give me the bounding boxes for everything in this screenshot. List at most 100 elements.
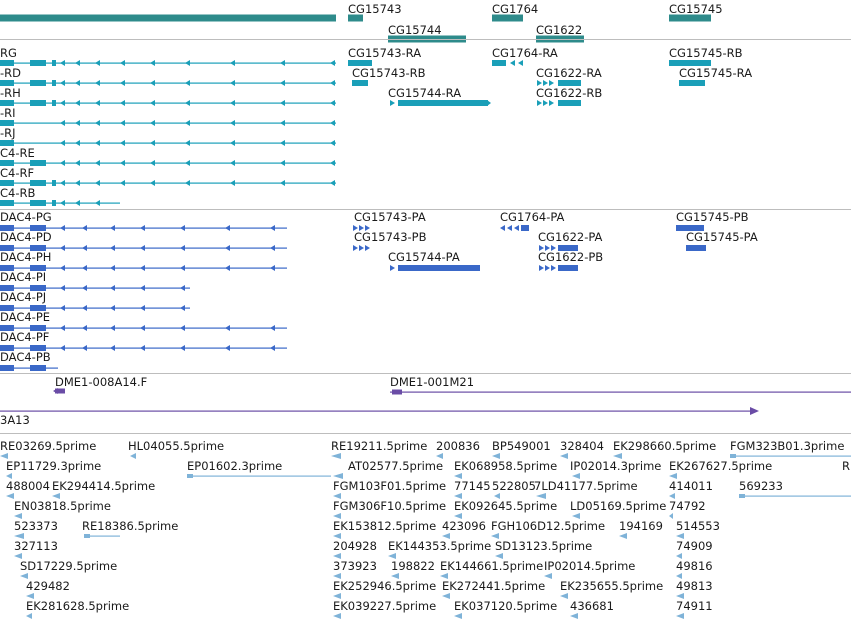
strand-arrow[interactable] bbox=[500, 225, 505, 231]
transcript-label[interactable]: C4-RB bbox=[0, 186, 36, 200]
clone-end-arrow[interactable] bbox=[750, 407, 759, 415]
strand-arrow[interactable] bbox=[185, 80, 190, 86]
protein-intron[interactable] bbox=[0, 367, 58, 369]
strand-arrow[interactable] bbox=[60, 325, 65, 331]
est-feature[interactable] bbox=[333, 553, 341, 559]
strand-arrow[interactable] bbox=[60, 80, 65, 86]
protein-exon[interactable] bbox=[0, 225, 14, 231]
transcript-exon[interactable] bbox=[0, 80, 14, 86]
strand-arrow[interactable] bbox=[150, 120, 155, 126]
strand-arrow[interactable] bbox=[390, 100, 395, 106]
strand-arrow[interactable] bbox=[140, 245, 145, 251]
strand-arrow[interactable] bbox=[330, 120, 335, 126]
est-feature[interactable] bbox=[494, 493, 500, 499]
protein-exon[interactable] bbox=[0, 265, 14, 271]
strand-arrow[interactable] bbox=[545, 245, 550, 251]
strand-arrow[interactable] bbox=[270, 265, 275, 271]
strand-arrow[interactable] bbox=[280, 60, 285, 66]
strand-arrow[interactable] bbox=[120, 140, 125, 146]
transcript-exon[interactable] bbox=[0, 100, 14, 106]
strand-arrow[interactable] bbox=[549, 100, 554, 106]
gene-label[interactable]: CG15744 bbox=[388, 23, 442, 37]
protein-label[interactable]: CG15745-PA bbox=[686, 230, 758, 244]
est-label[interactable]: 74909 bbox=[676, 539, 713, 553]
est-label[interactable]: 77145 bbox=[454, 479, 491, 493]
strand-arrow[interactable] bbox=[180, 325, 185, 331]
transcript-exon[interactable] bbox=[669, 60, 711, 66]
protein-exon[interactable] bbox=[30, 345, 46, 351]
est-label[interactable]: 49816 bbox=[676, 559, 713, 573]
strand-arrow[interactable] bbox=[185, 160, 190, 166]
est-label[interactable]: R bbox=[842, 459, 850, 473]
protein-label[interactable]: CG1622-PB bbox=[538, 250, 604, 264]
strand-arrow[interactable] bbox=[330, 140, 335, 146]
transcript-label[interactable]: RG bbox=[0, 46, 17, 60]
est-feature[interactable] bbox=[454, 493, 462, 499]
transcript-intron[interactable] bbox=[0, 202, 120, 204]
est-label[interactable]: RE03269.5prime bbox=[0, 439, 97, 453]
transcript-exon[interactable] bbox=[52, 100, 56, 106]
strand-arrow[interactable] bbox=[230, 100, 235, 106]
est-feature[interactable] bbox=[84, 535, 120, 537]
strand-arrow[interactable] bbox=[353, 225, 358, 231]
strand-arrow[interactable] bbox=[510, 60, 515, 66]
strand-arrow[interactable] bbox=[551, 245, 556, 251]
strand-arrow[interactable] bbox=[225, 245, 230, 251]
transcript-exon[interactable] bbox=[30, 60, 46, 66]
strand-arrow[interactable] bbox=[150, 100, 155, 106]
strand-arrow[interactable] bbox=[537, 100, 542, 106]
strand-arrow[interactable] bbox=[150, 80, 155, 86]
clone-feature[interactable] bbox=[392, 389, 402, 395]
strand-arrow[interactable] bbox=[95, 160, 100, 166]
strand-arrow[interactable] bbox=[60, 140, 65, 146]
est-feature[interactable] bbox=[6, 473, 12, 479]
strand-arrow[interactable] bbox=[180, 265, 185, 271]
transcript-exon[interactable] bbox=[52, 80, 56, 86]
protein-exon[interactable] bbox=[0, 345, 14, 351]
strand-arrow[interactable] bbox=[95, 180, 100, 186]
est-feature[interactable] bbox=[544, 573, 552, 579]
strand-arrow[interactable] bbox=[75, 180, 80, 186]
strand-arrow[interactable] bbox=[280, 180, 285, 186]
est-feature[interactable] bbox=[676, 533, 684, 539]
est-feature[interactable] bbox=[388, 553, 396, 559]
strand-arrow[interactable] bbox=[60, 265, 65, 271]
est-feature[interactable] bbox=[454, 613, 462, 619]
strand-arrow[interactable] bbox=[60, 305, 65, 311]
strand-arrow[interactable] bbox=[120, 100, 125, 106]
est-feature[interactable] bbox=[669, 513, 673, 519]
est-feature[interactable] bbox=[333, 533, 341, 539]
transcript-label[interactable]: -RD bbox=[0, 66, 21, 80]
est-label[interactable]: EK068958.5prime bbox=[454, 459, 558, 473]
est-feature[interactable] bbox=[391, 573, 399, 579]
strand-arrow[interactable] bbox=[230, 160, 235, 166]
est-label[interactable]: 200836 bbox=[436, 439, 480, 453]
transcript-exon[interactable] bbox=[52, 200, 56, 206]
est-label[interactable]: EK267627.5prime bbox=[669, 459, 773, 473]
est-label[interactable]: EK144353.5prime bbox=[388, 539, 492, 553]
protein-exon[interactable] bbox=[686, 245, 706, 251]
est-feature[interactable] bbox=[730, 455, 851, 457]
est-feature[interactable] bbox=[333, 513, 341, 519]
transcript-intron[interactable] bbox=[0, 62, 336, 64]
est-label[interactable]: 328404 bbox=[560, 439, 604, 453]
strand-arrow[interactable] bbox=[280, 120, 285, 126]
strand-arrow[interactable] bbox=[150, 180, 155, 186]
strand-arrow[interactable] bbox=[365, 245, 370, 251]
protein-label[interactable]: DAC4-PG bbox=[0, 210, 52, 224]
clone-feature[interactable] bbox=[0, 410, 755, 412]
strand-arrow[interactable] bbox=[280, 80, 285, 86]
strand-arrow[interactable] bbox=[180, 285, 185, 291]
est-label[interactable]: 74911 bbox=[676, 599, 713, 613]
strand-arrow[interactable] bbox=[280, 160, 285, 166]
strand-arrow[interactable] bbox=[60, 120, 65, 126]
est-label[interactable]: EK039227.5prime bbox=[333, 599, 437, 613]
strand-arrow[interactable] bbox=[539, 245, 544, 251]
gene-label[interactable]: CG1622 bbox=[536, 23, 583, 37]
protein-label[interactable]: CG15743-PA bbox=[354, 210, 426, 224]
strand-arrow[interactable] bbox=[270, 225, 275, 231]
est-label[interactable]: 327113 bbox=[14, 539, 58, 553]
strand-arrow[interactable] bbox=[330, 100, 335, 106]
strand-arrow[interactable] bbox=[120, 120, 125, 126]
transcript-exon[interactable] bbox=[558, 80, 581, 86]
